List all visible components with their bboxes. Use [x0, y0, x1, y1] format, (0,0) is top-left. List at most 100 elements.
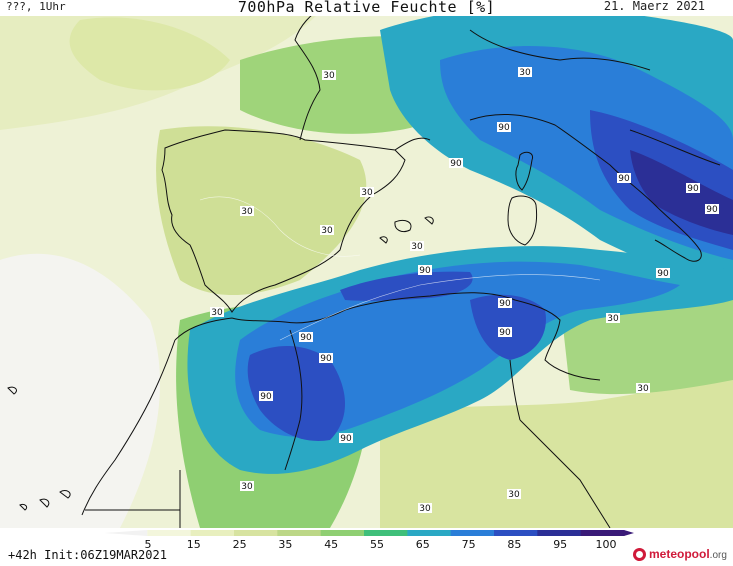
green-region-east: [560, 292, 733, 395]
border-algeria-libya: [519, 419, 611, 528]
contour-label-text: 90: [340, 434, 352, 444]
contour-label-text: 30: [519, 68, 531, 78]
contour-value-labels: 30 30 30 30 30 30 30 30 30 30 30 30 90 9…: [210, 67, 719, 514]
balearic-islands: [379, 216, 434, 244]
contour-label: 90: [259, 391, 273, 402]
colorbar-swatch: [190, 530, 235, 536]
map-header: ???, 1Uhr 700hPa Relative Feuchte [%] 21…: [0, 0, 733, 16]
moist-core-west-med: [340, 271, 473, 301]
contour-label-text: 90: [706, 205, 718, 215]
contour-label: 30: [322, 70, 336, 81]
contour-label-text: 90: [687, 184, 699, 194]
colorbar-tick-labels: 5 15 25 35 45 55 65 75 85 95 100: [145, 538, 617, 550]
colorbar-swatch: [277, 530, 322, 536]
contour-label: 30: [410, 241, 424, 252]
contour-label-text: 30: [411, 242, 423, 252]
border-morocco-algeria: [284, 329, 303, 471]
colorbar-tail: [104, 530, 148, 536]
contour-label: 30: [240, 206, 254, 217]
contour-label: 30: [210, 307, 224, 318]
canary-islands: [7, 386, 71, 511]
contour-label-text: 30: [321, 226, 333, 236]
valid-time: ???, 1Uhr: [6, 0, 66, 13]
contour-label-text: 90: [499, 328, 511, 338]
border-alps: [469, 29, 651, 71]
contour-label: 30: [418, 503, 432, 514]
olive-region-north-atlantic: [69, 17, 230, 91]
map-title: 700hPa Relative Feuchte [%]: [237, 0, 496, 16]
colorbar-tick-label: 75: [462, 538, 476, 550]
colorbar-tick-label: 35: [278, 538, 292, 550]
contour-label: 30: [606, 313, 620, 324]
italy-coast: [469, 114, 721, 262]
colorbar-swatch: [494, 530, 538, 536]
colorbar-swatch: [320, 530, 365, 536]
moist-band-south-core: [235, 261, 680, 437]
colorbar-swatch: [364, 530, 408, 536]
contour-label-text: 90: [260, 392, 272, 402]
contour-label-text: 30: [419, 504, 431, 514]
colorbar-tick-label: 45: [324, 538, 338, 550]
colorbar: 5 15 25 35 45 55 65 75 85 95 100: [104, 530, 634, 550]
border-western-sahara: [85, 470, 181, 528]
contour-label: 90: [705, 204, 719, 215]
coastlines: [7, 4, 721, 528]
north-africa-coast: [174, 292, 601, 381]
contour-label-text: 90: [499, 299, 511, 309]
humidity-map: 30 30 30 30 30 30 30 30 30 30 30 30 90 9…: [0, 0, 733, 528]
iberia-coast: [161, 129, 406, 313]
contour-label: 30: [240, 481, 254, 492]
contour-label: 90: [418, 265, 432, 276]
contour-30-line: [199, 196, 361, 257]
colorbar-tick-label: 65: [416, 538, 430, 550]
colorbar-tick-label: 85: [507, 538, 521, 550]
colorbar-swatches: [104, 530, 634, 536]
contour-label: 90: [498, 298, 512, 309]
sardinia-coast: [507, 195, 538, 246]
logo-name: meteopool: [649, 547, 710, 561]
contour-label-text: 30: [361, 188, 373, 198]
dry-region-west: [0, 253, 160, 528]
contour-label: 30: [636, 383, 650, 394]
france-coast: [294, 4, 431, 151]
contour-label-text: 90: [657, 269, 669, 279]
contour-label-text: 90: [618, 174, 630, 184]
colorbar-tick-label: 15: [187, 538, 201, 550]
contour-label: 30: [507, 489, 521, 500]
run-info: +42h Init:06Z19MAR2021: [8, 548, 167, 562]
colorbar-tick-label: 95: [553, 538, 567, 550]
contour-90-line: [279, 274, 601, 341]
contour-label-text: 30: [607, 314, 619, 324]
olive-region-iberia: [156, 126, 367, 295]
contour-label: 90: [339, 433, 353, 444]
contour-label: 30: [518, 67, 532, 78]
colorbar-swatch: [234, 530, 278, 536]
contour-lines: [199, 196, 601, 341]
colorbar-swatch: [580, 530, 625, 536]
contour-label: 90: [656, 268, 670, 279]
colorbar-swatch: [537, 530, 582, 536]
moist-core-algeria: [247, 345, 345, 441]
colorbar-swatch: [407, 530, 452, 536]
contour-label: 90: [299, 332, 313, 343]
logo-text: meteopool.org: [649, 547, 727, 561]
contour-label-text: 30: [508, 490, 520, 500]
meteopool-logo[interactable]: meteopool.org: [633, 546, 729, 564]
logo-suffix: .org: [709, 550, 727, 561]
valid-date: 21. Maerz 2021: [603, 0, 705, 13]
contour-label: 30: [360, 187, 374, 198]
contour-label: 90: [449, 158, 463, 169]
morocco-atlantic-coast: [81, 339, 176, 516]
contour-label-text: 30: [241, 482, 253, 492]
contour-label: 90: [319, 353, 333, 364]
contour-label: 30: [320, 225, 334, 236]
colorbar-tick-label: 55: [370, 538, 384, 550]
colorbar-head: [624, 530, 634, 536]
contour-label: 90: [617, 173, 631, 184]
contour-label-text: 90: [300, 333, 312, 343]
colorbar-swatch: [450, 530, 495, 536]
border-algeria-tunisia: [509, 359, 521, 421]
colorbar-tick-label: 25: [233, 538, 247, 550]
contour-label-text: 30: [323, 71, 335, 81]
contour-label-text: 90: [498, 123, 510, 133]
